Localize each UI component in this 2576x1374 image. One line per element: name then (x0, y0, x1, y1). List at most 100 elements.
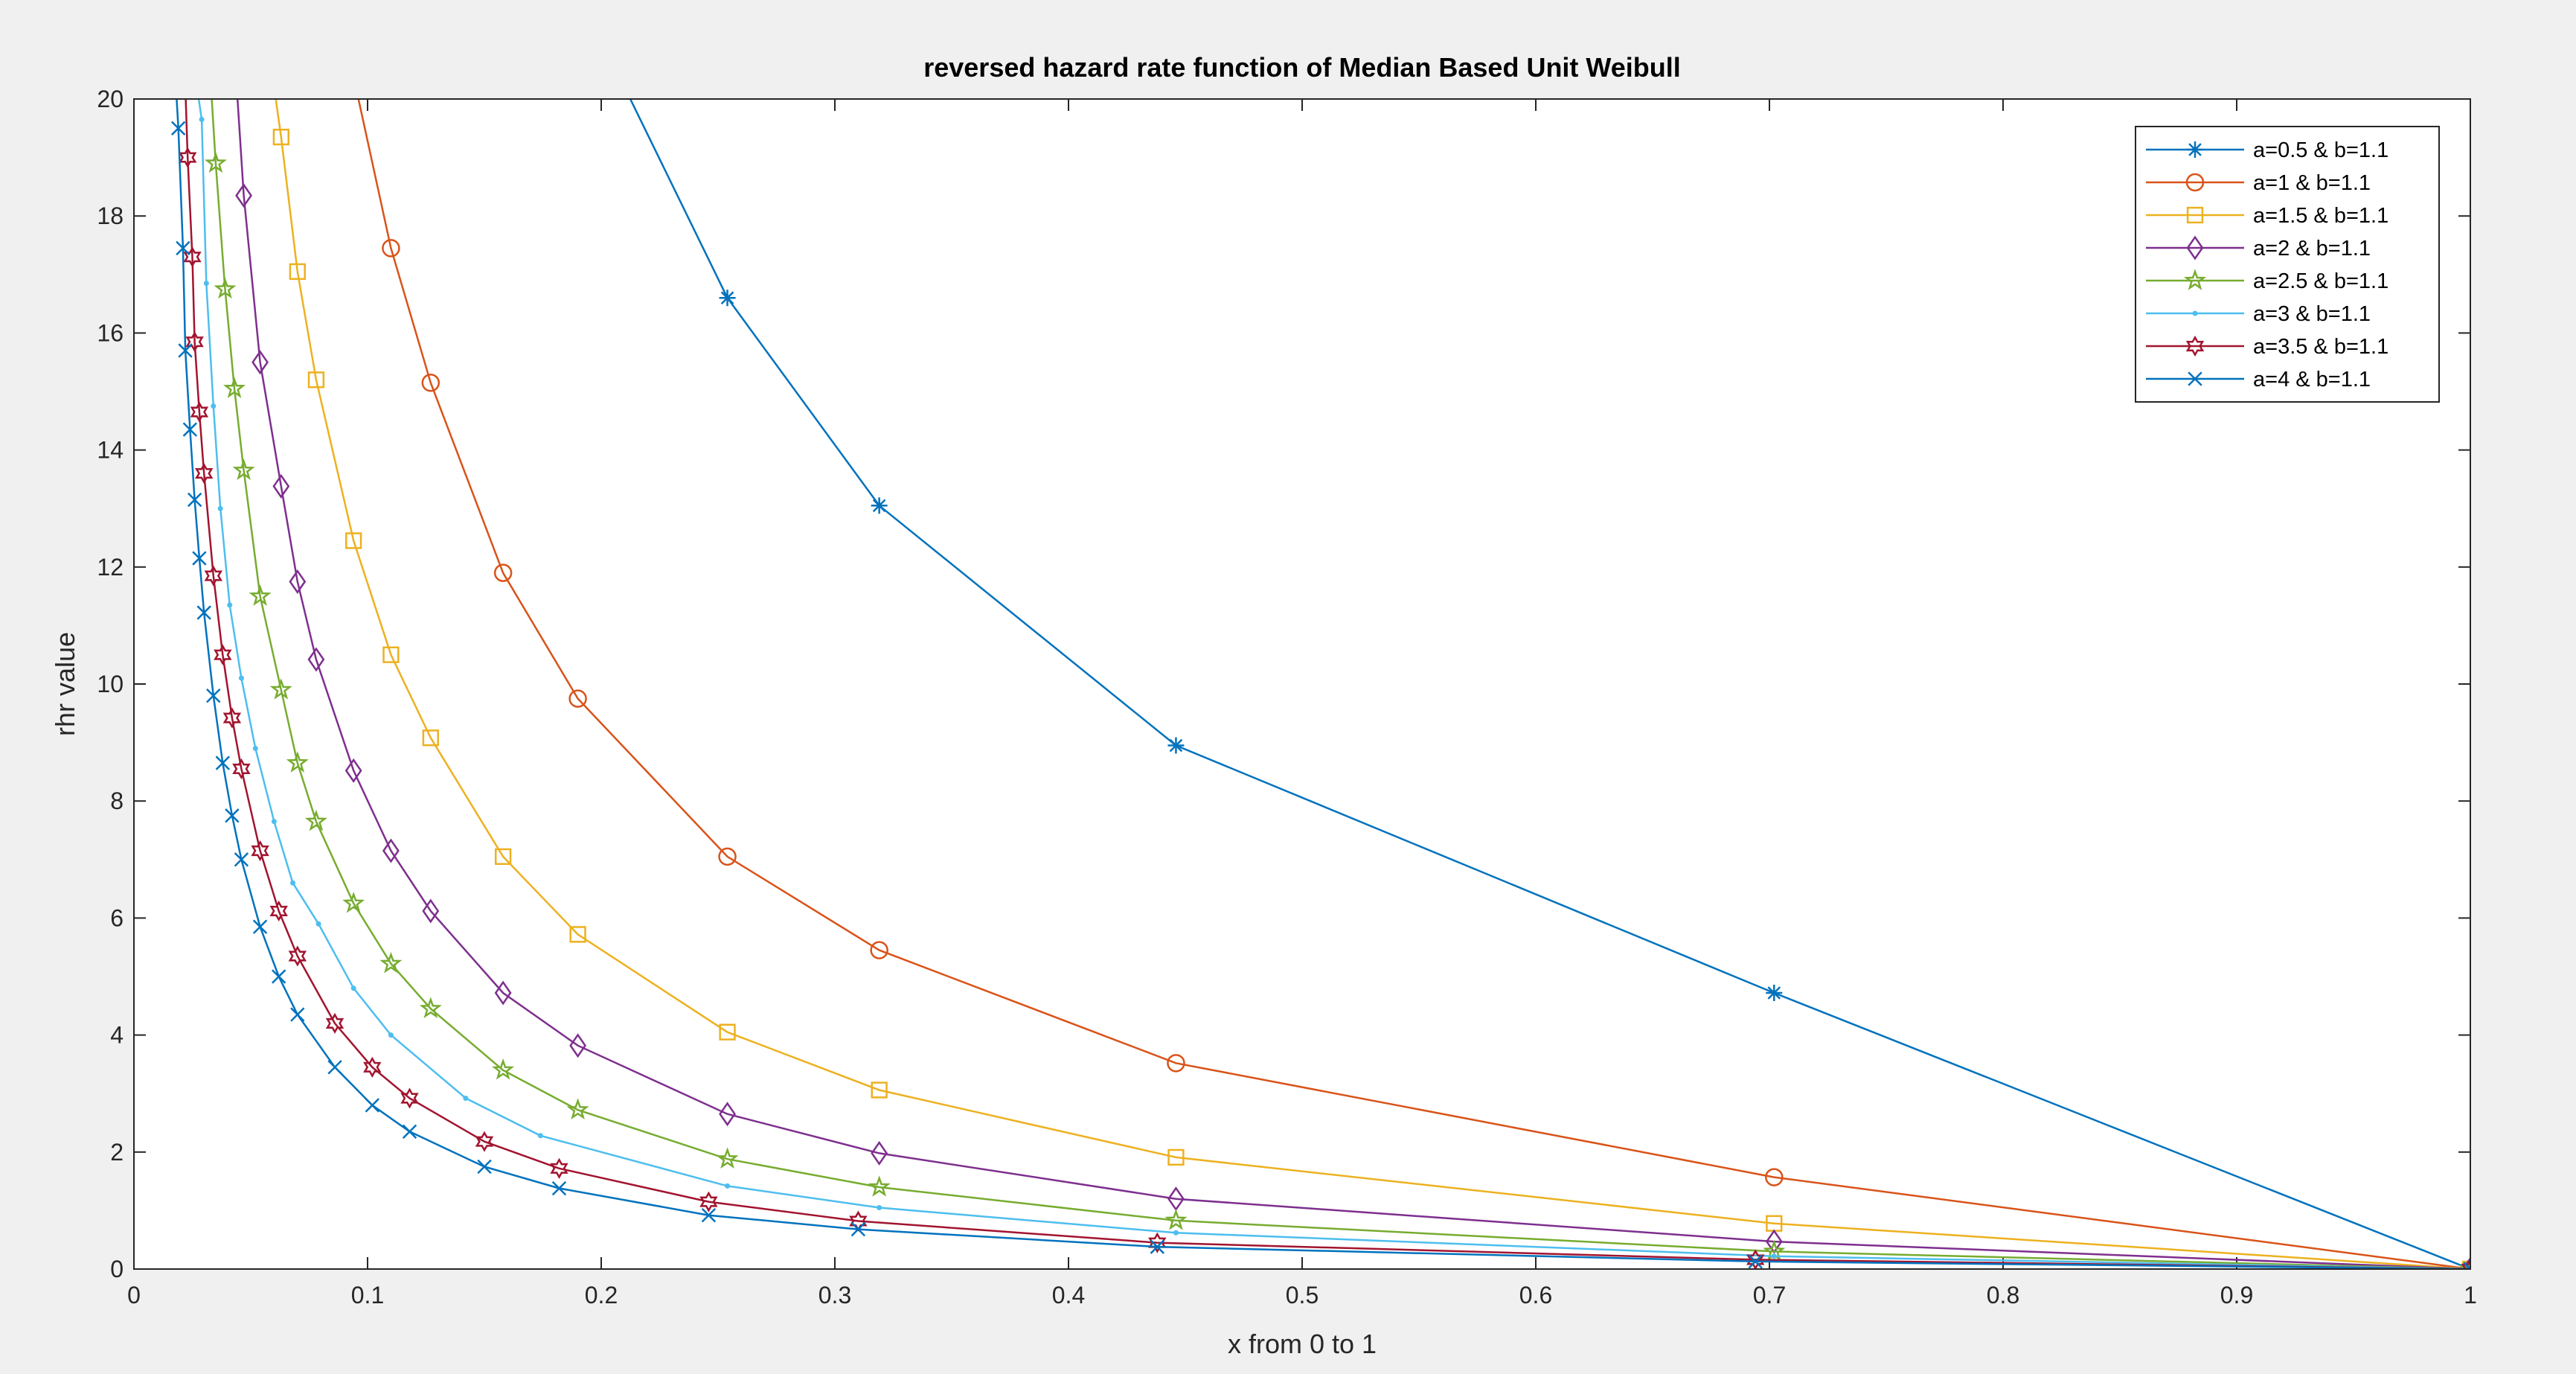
data-point (419, 997, 442, 1018)
data-point (238, 675, 244, 681)
legend-marker (2186, 206, 2204, 224)
legend-entry: a=4 & b=1.1 (2146, 368, 2371, 392)
y-tick-label: 18 (97, 202, 124, 229)
data-point (304, 809, 327, 831)
x-tick-label: 0.8 (1987, 1282, 2019, 1309)
legend-entry: a=3.5 & b=1.1 (2146, 335, 2388, 359)
y-tick-label: 10 (97, 671, 124, 697)
data-point (269, 678, 292, 700)
data-point (477, 1159, 492, 1175)
data-point (235, 183, 253, 208)
data-point (1167, 1148, 1185, 1166)
data-point (566, 1098, 589, 1119)
data-point (206, 688, 221, 703)
y-tick-label: 0 (110, 1256, 124, 1282)
series-7 (178, 99, 2470, 1269)
data-point (2463, 1262, 2470, 1269)
x-tick-label: 0.4 (1052, 1282, 1085, 1309)
data-point (307, 371, 325, 389)
data-point (379, 951, 403, 974)
x-axis-label: x from 0 to 1 (1228, 1329, 1377, 1359)
data-point (214, 277, 237, 299)
data-point (251, 350, 269, 375)
legend-entry: a=0.5 & b=1.1 (2146, 138, 2388, 162)
legend-label: a=3.5 & b=1.1 (2253, 335, 2388, 359)
y-tick-label: 8 (110, 787, 124, 814)
data-point (699, 1191, 718, 1212)
data-point (871, 1140, 888, 1166)
data-point (183, 246, 202, 268)
data-point (422, 898, 440, 924)
data-point (214, 644, 232, 665)
data-point (494, 980, 512, 1006)
legend-marker (2188, 371, 2202, 386)
data-point (871, 497, 888, 514)
data-point (551, 1180, 567, 1196)
data-point (716, 1147, 739, 1169)
data-point (877, 1204, 882, 1210)
data-point (725, 1183, 731, 1189)
data-point (1173, 1230, 1179, 1236)
data-point (222, 377, 246, 398)
data-point (252, 919, 268, 934)
data-point (388, 1032, 394, 1038)
data-point (192, 551, 207, 566)
data-point (269, 900, 288, 922)
legend-marker (2192, 310, 2198, 316)
data-point (234, 852, 249, 867)
y-tick-label: 4 (110, 1022, 124, 1049)
data-point (2461, 1258, 2470, 1269)
data-point (290, 1007, 305, 1022)
legend-box (2135, 126, 2440, 403)
legend-entry: a=2 & b=1.1 (2146, 235, 2371, 261)
chart-title: reversed hazard rate function of Median … (923, 52, 1681, 83)
data-point (1771, 1253, 1777, 1259)
data-point (493, 563, 513, 582)
data-point (701, 1208, 717, 1223)
data-point (225, 808, 240, 823)
data-point (215, 755, 231, 770)
data-point (252, 745, 258, 751)
data-point (271, 819, 277, 825)
data-point (307, 647, 325, 672)
data-point (286, 751, 309, 773)
series-1 (629, 99, 2470, 1269)
series-line (357, 99, 2470, 1269)
data-point (194, 462, 214, 485)
series-line (185, 99, 2470, 1269)
data-point (568, 689, 587, 708)
y-tick-label: 20 (97, 86, 124, 112)
data-point (190, 401, 209, 423)
data-point (178, 343, 193, 358)
data-point (187, 492, 202, 508)
legend-label: a=2 & b=1.1 (2253, 237, 2371, 261)
legend-entry: a=1.5 & b=1.1 (2146, 204, 2388, 228)
legend-label: a=3 & b=1.1 (2253, 302, 2371, 326)
data-point (315, 921, 321, 927)
data-point (217, 505, 223, 511)
legend-marker (2185, 335, 2205, 357)
data-point (382, 239, 400, 258)
y-tick-label: 6 (110, 904, 124, 931)
data-point (249, 584, 272, 606)
x-tick-label: 0.5 (1286, 1282, 1319, 1309)
series-line (236, 99, 2470, 1269)
series-3 (272, 99, 2470, 1269)
legend-label: a=4 & b=1.1 (2253, 368, 2371, 392)
y-tick-label: 16 (97, 319, 124, 346)
data-point (1148, 1232, 1167, 1253)
data-point (550, 1157, 568, 1179)
x-tick-label: 0.2 (585, 1282, 618, 1309)
data-point (211, 403, 217, 409)
legend-marker (2186, 235, 2204, 261)
data-point (382, 838, 400, 863)
legend-label: a=0.5 & b=1.1 (2253, 138, 2388, 162)
series-line (197, 99, 2470, 1269)
data-point (1167, 737, 1185, 754)
x-tick-label: 0.3 (818, 1282, 851, 1309)
data-point (569, 926, 586, 943)
data-point (868, 1175, 891, 1197)
legend: a=0.5 & b=1.1 a=1 & b=1.1 a=1.5 & b=1.1 a=2… (2135, 126, 2440, 403)
data-point (170, 121, 186, 135)
